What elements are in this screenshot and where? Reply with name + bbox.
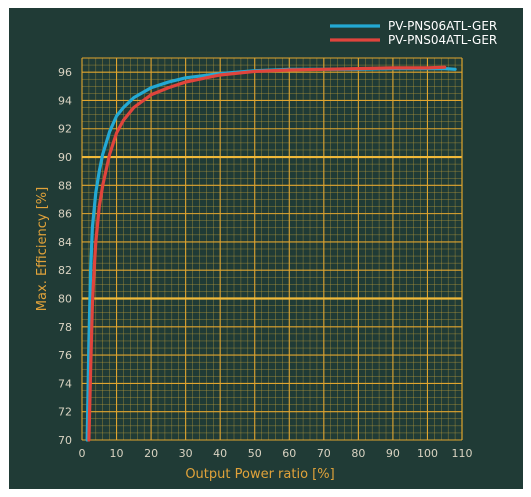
y-tick-label: 96 [58, 66, 72, 79]
y-tick-label: 70 [58, 434, 72, 447]
y-axis-ticks: 70 72 74 76 78 80 82 84 86 88 90 92 94 96 [58, 66, 72, 447]
x-tick-label: 30 [179, 447, 193, 460]
x-tick-label: 50 [248, 447, 262, 460]
x-tick-label: 100 [417, 447, 438, 460]
legend-label-1: PV-PNS06ATL-GER [388, 19, 497, 33]
y-tick-label: 90 [58, 151, 72, 164]
series-lines [85, 65, 457, 442]
y-tick-label: 78 [58, 321, 72, 334]
y-tick-label: 80 [58, 293, 72, 306]
y-tick-label: 92 [58, 123, 72, 136]
y-tick-label: 88 [58, 179, 72, 192]
x-tick-label: 60 [282, 447, 296, 460]
x-tick-label: 0 [79, 447, 86, 460]
y-tick-label: 74 [58, 377, 72, 390]
x-tick-label: 90 [386, 447, 400, 460]
y-tick-label: 86 [58, 208, 72, 221]
y-tick-label: 84 [58, 236, 72, 249]
y-tick-label: 82 [58, 264, 72, 277]
y-tick-label: 94 [58, 94, 72, 107]
minor-grid [81, 57, 463, 441]
x-tick-label: 70 [317, 447, 331, 460]
major-grid [81, 57, 463, 441]
legend-label-2: PV-PNS04ATL-GER [388, 33, 497, 47]
x-axis-ticks: 0 10 20 30 40 50 60 70 80 90 100 110 [79, 447, 473, 460]
x-tick-label: 10 [110, 447, 124, 460]
x-axis-title: Output Power ratio [%] [185, 467, 334, 482]
x-tick-label: 80 [351, 447, 365, 460]
x-tick-label: 20 [144, 447, 158, 460]
x-tick-label: 40 [213, 447, 227, 460]
x-tick-label: 110 [452, 447, 473, 460]
y-tick-label: 76 [58, 349, 72, 362]
y-axis-title: Max. Efficiency [%] [35, 187, 50, 311]
series-line-2 [87, 65, 447, 442]
y-tick-label: 72 [58, 406, 72, 419]
